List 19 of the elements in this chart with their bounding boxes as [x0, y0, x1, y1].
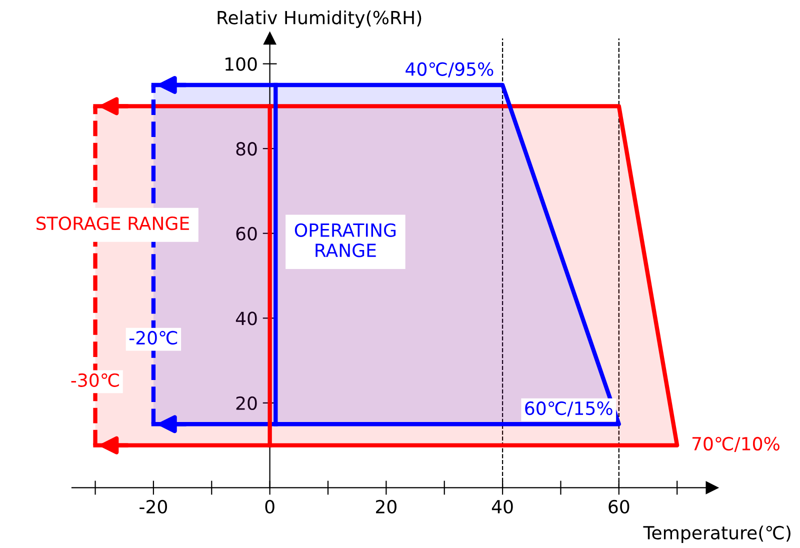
y-tick-label: 20: [236, 396, 257, 410]
y-axis-title: Relativ Humidity(%RH): [218, 10, 422, 28]
annotation: OPERATING RANGE: [294, 223, 396, 258]
x-tick-label: -20: [140, 500, 167, 514]
annotation: 40℃/95%: [406, 62, 494, 78]
annotation: -30℃: [71, 373, 119, 387]
annotation: 70℃/10%: [692, 436, 780, 452]
annotation: -20℃: [129, 330, 178, 345]
x-tick-label: 0: [265, 500, 274, 514]
x-tick-label: 20: [376, 500, 396, 514]
x-tick-label: 60: [608, 500, 630, 514]
y-tick-label: 100: [226, 57, 257, 71]
x-axis-title: Temperature(℃): [643, 526, 790, 544]
annotation: STORAGE RANGE: [36, 216, 189, 230]
y-tick-label: 40: [236, 312, 257, 326]
x-tick-label: 40: [492, 500, 513, 514]
y-tick-label: 80: [236, 142, 257, 156]
annotation: 60℃/15%: [525, 401, 612, 416]
y-tick-label: 60: [236, 226, 257, 240]
